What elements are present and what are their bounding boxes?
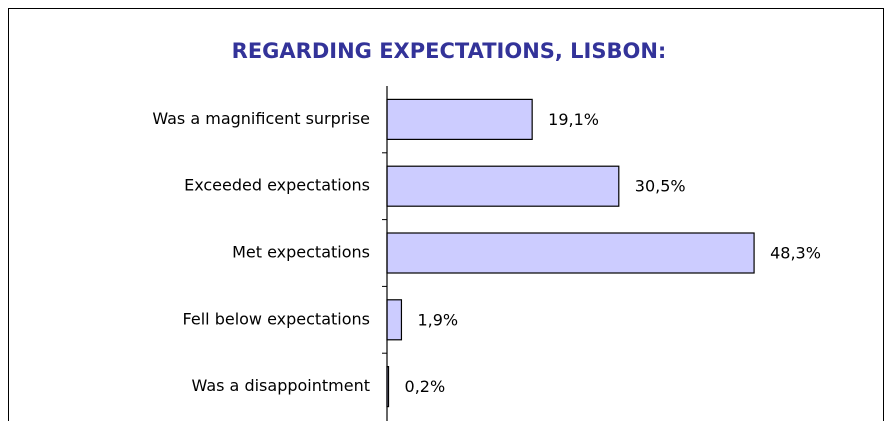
- bar: [386, 299, 403, 341]
- value-label: 0,2%: [405, 377, 446, 396]
- bar: [386, 165, 620, 207]
- y-tick-label: Was a disappointment: [192, 376, 370, 395]
- value-label: 19,1%: [548, 110, 599, 129]
- bar: [386, 98, 533, 141]
- y-tick-label: Fell below expectations: [183, 309, 370, 328]
- bar: [386, 232, 755, 274]
- y-tick-label: Met expectations: [232, 243, 370, 262]
- value-label: 48,3%: [770, 244, 821, 263]
- y-tick-label: Was a magnificent surprise: [152, 109, 370, 128]
- y-tick-label: Exceeded expectations: [184, 176, 370, 195]
- chart-title: REGARDING EXPECTATIONS, LISBON:: [232, 39, 667, 63]
- value-label: 30,5%: [635, 177, 686, 196]
- chart-frame: [8, 8, 884, 421]
- value-label: 1,9%: [417, 310, 458, 329]
